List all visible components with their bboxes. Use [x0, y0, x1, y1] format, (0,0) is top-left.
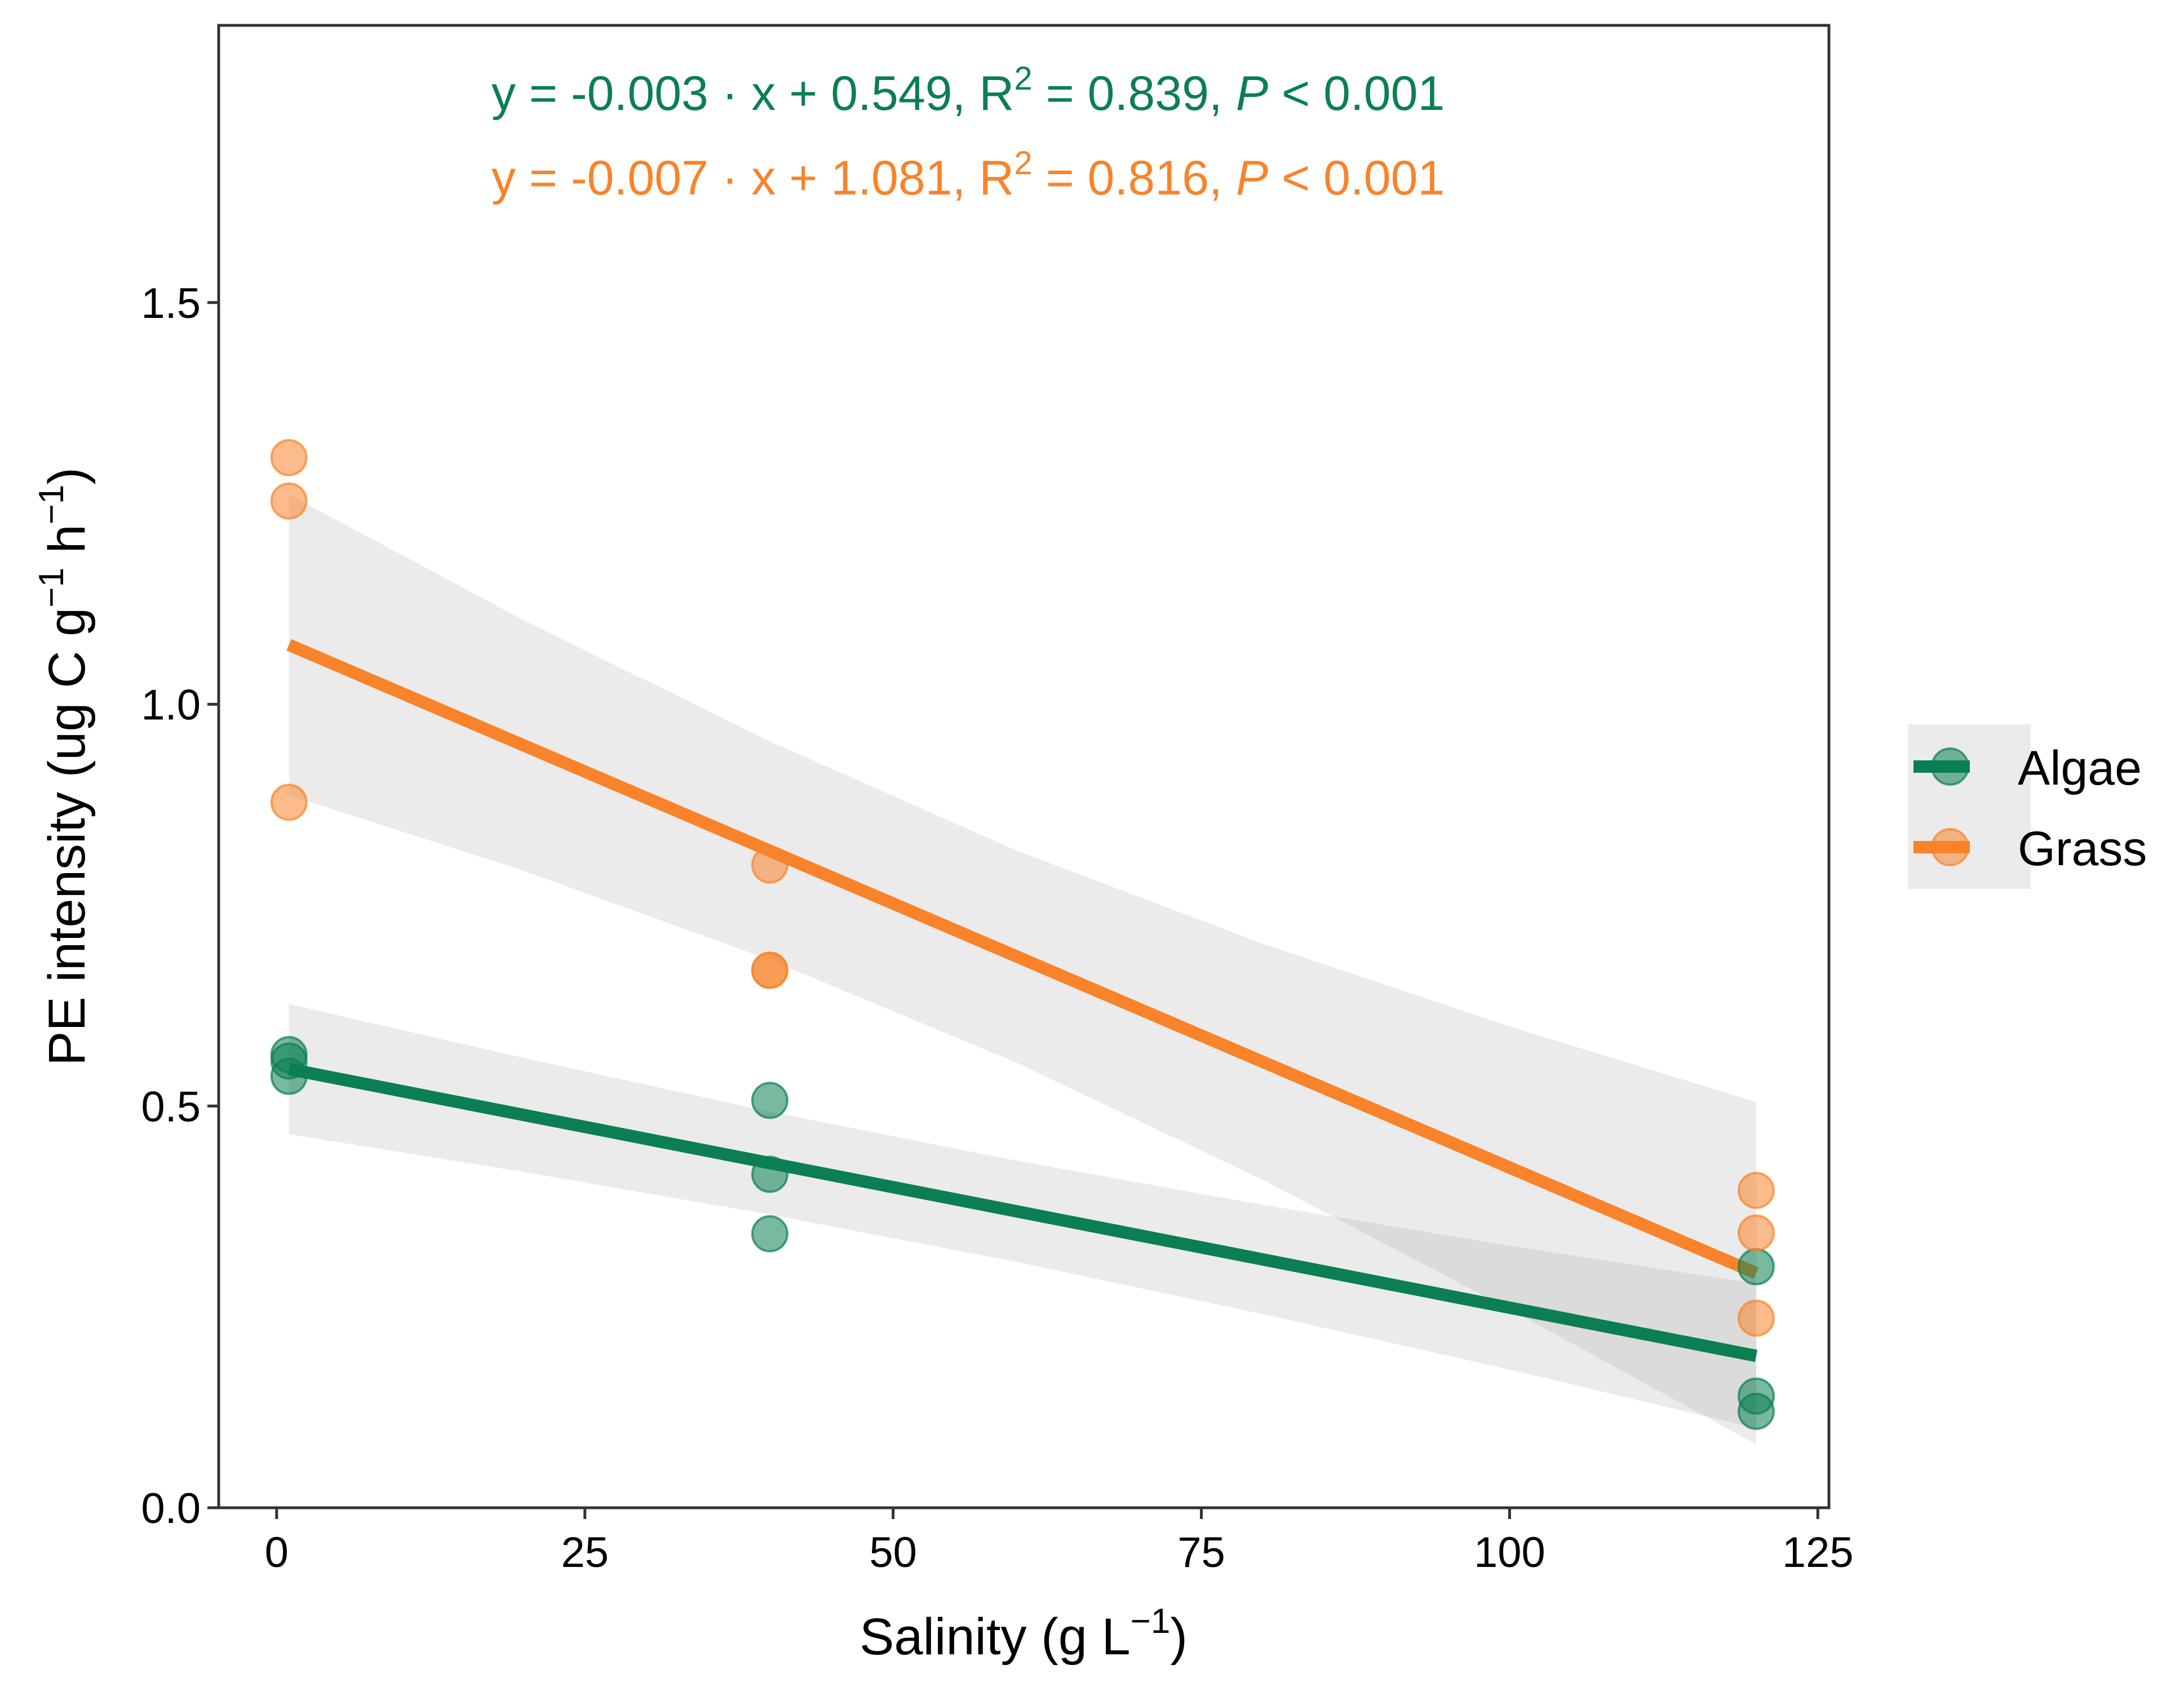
- x-tick-label: 125: [1782, 1529, 1854, 1577]
- equation-algae: y = -0.003 · x + 0.549, R2 = 0.839, P < …: [491, 60, 1445, 121]
- data-point-algae: [751, 1082, 788, 1119]
- y-tick-label: 1.5: [141, 280, 201, 327]
- fit-line-algae: [287, 1062, 1758, 1362]
- x-tick-label: 0: [265, 1529, 289, 1577]
- y-tick-label: 1.0: [141, 681, 201, 729]
- data-point-grass: [270, 439, 308, 476]
- legend-background: [1908, 724, 2031, 889]
- data-point-grass: [751, 846, 788, 884]
- data-point-grass: [270, 482, 308, 520]
- legend-label-grass: Grass: [2018, 822, 2147, 876]
- data-point-algae: [1737, 1392, 1775, 1430]
- confidence-band-grass: [289, 494, 1756, 1445]
- x-tick-label: 100: [1474, 1529, 1545, 1577]
- fit-lines: [286, 639, 1759, 1362]
- data-points: [270, 439, 1775, 1430]
- data-point-algae: [751, 1215, 788, 1252]
- y-tick-label: 0.0: [141, 1485, 201, 1533]
- legend-item-grass: Grass: [1913, 822, 2147, 876]
- legend-label-algae: Algae: [2018, 741, 2142, 795]
- equation-grass: y = -0.007 · x + 1.081, R2 = 0.816, P < …: [491, 145, 1445, 205]
- data-point-grass: [751, 951, 788, 989]
- x-tick-label: 75: [1177, 1529, 1225, 1577]
- y-tick-label: 0.5: [141, 1083, 201, 1131]
- data-point-grass: [1737, 1171, 1775, 1209]
- x-tick-label: 50: [869, 1529, 917, 1577]
- legend-key-point-algae: [1931, 747, 1969, 786]
- data-point-grass: [1737, 1214, 1775, 1252]
- data-point-algae: [1737, 1248, 1775, 1286]
- data-point-grass: [1737, 1299, 1775, 1337]
- fit-line-grass: [286, 639, 1759, 1279]
- data-point-algae: [270, 1057, 308, 1095]
- confidence-bands: [289, 494, 1756, 1445]
- x-axis-label: Salinity (g L−1): [860, 1602, 1188, 1666]
- x-tick-label: 25: [561, 1529, 609, 1577]
- legend-key-point-grass: [1931, 828, 1969, 866]
- legend-item-algae: Algae: [1913, 741, 2142, 795]
- y-axis-label: PE intensity (ug C g−1 h−1): [32, 467, 96, 1066]
- plot-panel-border: [217, 24, 1831, 1509]
- data-point-grass: [270, 783, 308, 821]
- data-point-algae: [751, 1155, 788, 1193]
- y-axis: 0.0 0.5 1.0 1.5: [141, 280, 219, 1533]
- legend: Algae Grass: [1908, 724, 2147, 889]
- x-axis: 0 25 50 75 100 125: [265, 1508, 1854, 1577]
